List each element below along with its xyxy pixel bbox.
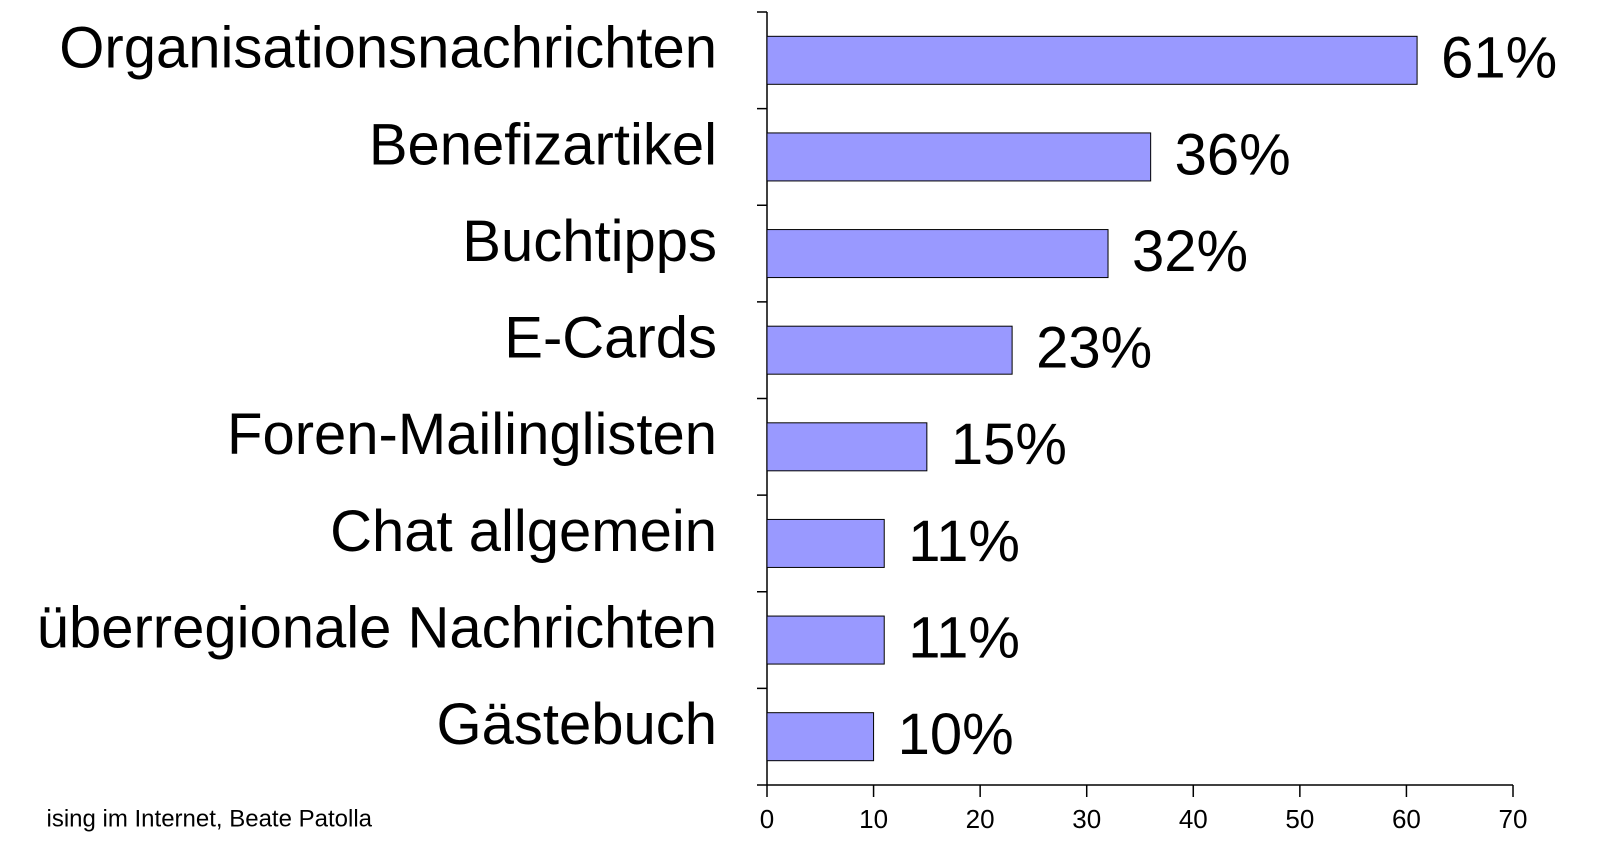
- x-tick-label: 30: [1072, 804, 1101, 834]
- bar: [766, 132, 1152, 182]
- bar: [766, 325, 1013, 375]
- value-label: 61%: [1441, 26, 1557, 91]
- value-label: 11%: [908, 509, 1020, 574]
- bar: [766, 615, 885, 665]
- bar: [766, 712, 875, 762]
- x-tick-label: 70: [1499, 804, 1528, 834]
- value-label: 36%: [1175, 122, 1291, 187]
- category-label: Buchtipps: [462, 209, 717, 274]
- category-label: Foren-Mailinglisten: [227, 402, 717, 467]
- value-label: 15%: [951, 412, 1067, 477]
- bar: [766, 518, 885, 568]
- footer: ising im Internet, Beate Patolla: [46, 805, 372, 832]
- value-label: 10%: [898, 702, 1014, 767]
- bar: [766, 35, 1418, 85]
- category-label: Chat allgemein: [330, 499, 717, 564]
- category-label: Gästebuch: [436, 692, 717, 757]
- category-label: E-Cards: [504, 306, 717, 371]
- x-tick-label: 40: [1179, 804, 1208, 834]
- bar: [766, 229, 1109, 279]
- value-label: 23%: [1036, 316, 1152, 381]
- x-tick-label: 50: [1285, 804, 1314, 834]
- x-tick-label: 20: [966, 804, 995, 834]
- category-label: Organisationsnachrichten: [59, 16, 717, 81]
- x-tick-label: 60: [1392, 804, 1421, 834]
- x-tick-label: 10: [859, 804, 888, 834]
- bar: [766, 422, 928, 472]
- category-label: überregionale Nachrichten: [37, 595, 717, 660]
- value-label: 11%: [908, 605, 1020, 670]
- category-label: Benefizartikel: [369, 112, 717, 177]
- x-tick-label: 0: [760, 804, 774, 834]
- value-label: 32%: [1132, 219, 1248, 284]
